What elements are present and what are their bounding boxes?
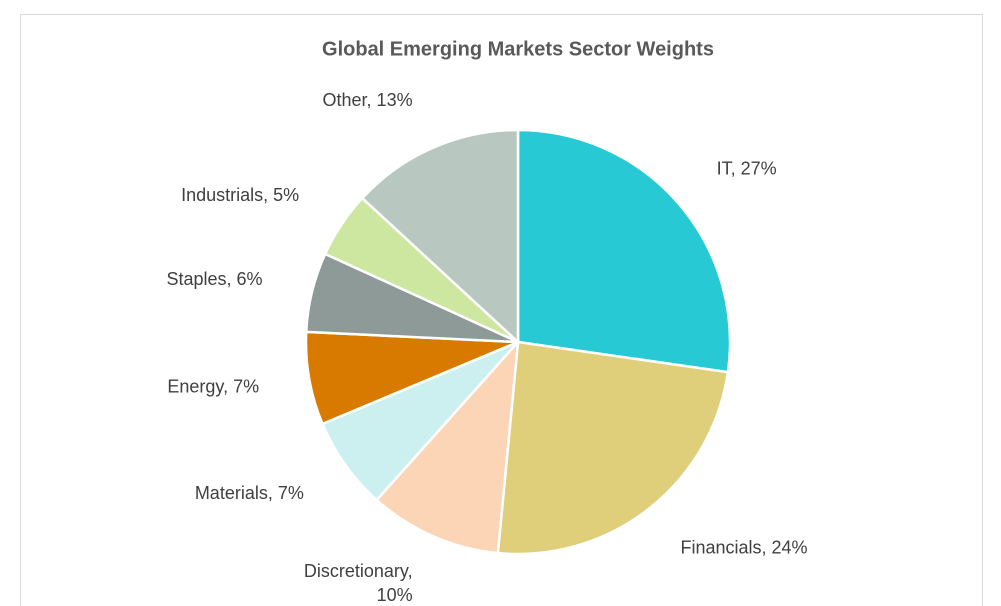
chart-title: Global Emerging Markets Sector Weights <box>322 38 714 60</box>
data-label: Energy, 7% <box>167 376 259 396</box>
pie-slice: IT <box>516 128 732 374</box>
data-label: Materials, 7% <box>195 483 304 503</box>
pie-slice: Other <box>360 128 520 345</box>
pie-slice: Discretionary <box>374 338 520 555</box>
data-label: Industrials, 5% <box>181 185 299 205</box>
data-label: Discretionary, 10% <box>304 561 413 605</box>
pie-slice: Financials <box>496 340 730 556</box>
data-label: Staples, 6% <box>166 269 262 289</box>
data-label: Financials, 24% <box>681 537 808 557</box>
data-label: Other, 13% <box>323 90 413 110</box>
data-label: IT, 27% <box>717 159 777 179</box>
